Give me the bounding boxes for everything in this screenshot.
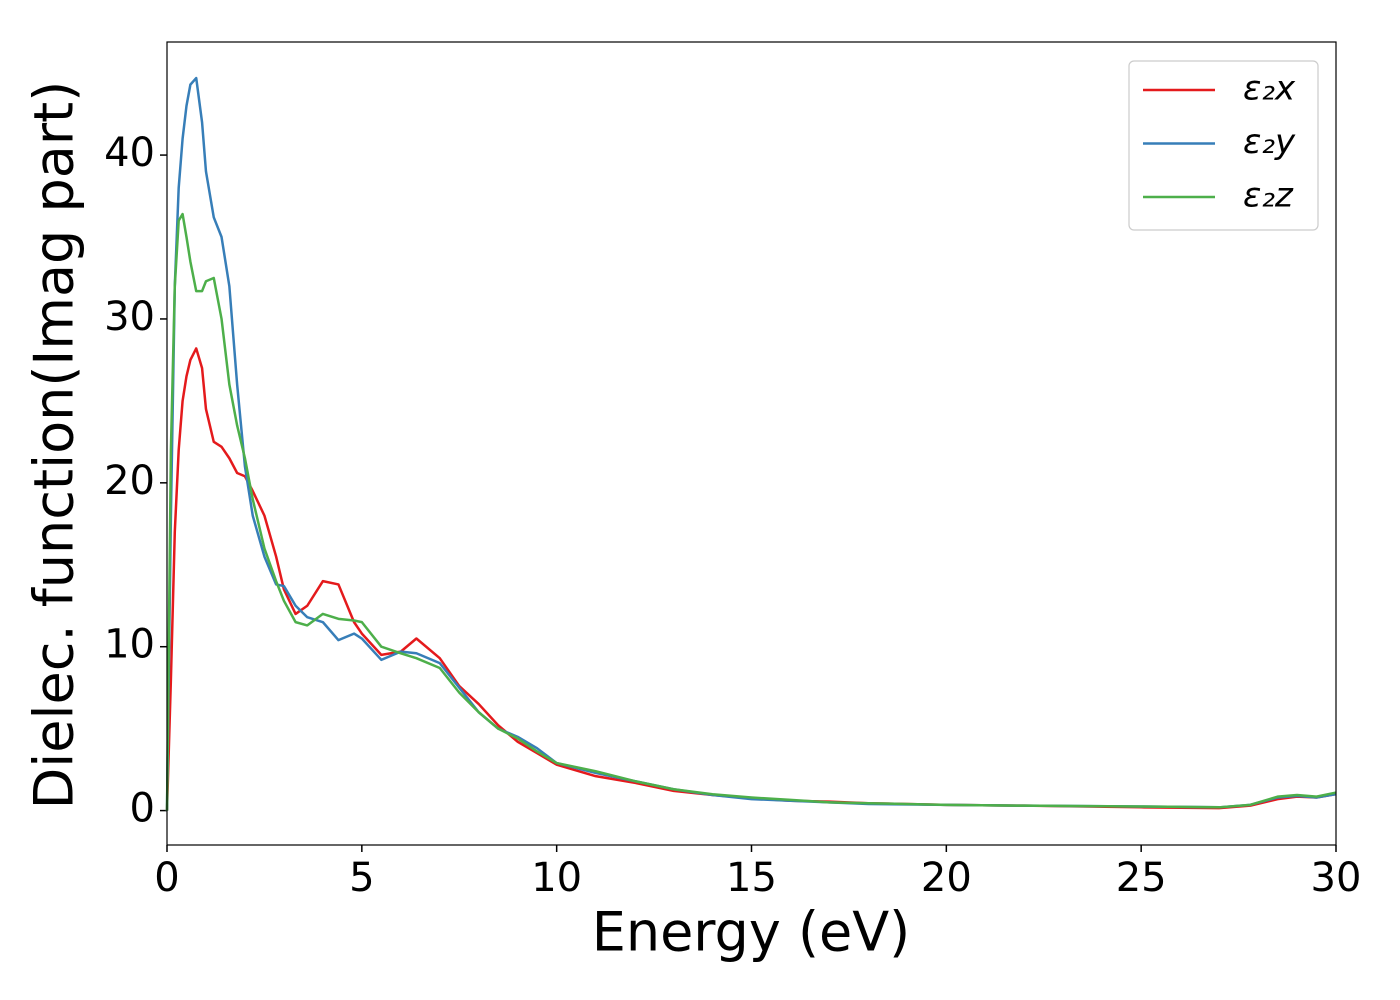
legend: ε₂x ε₂y ε₂z [1128,60,1319,231]
x-tick-label: 5 [349,855,374,901]
legend-box [1128,60,1319,231]
y-axis-title: Dielec. function(Imag part) [23,81,86,810]
legend-label: ε₂y [1243,122,1296,162]
x-tick-label: 20 [921,855,972,901]
line-series [165,347,1337,811]
y-tick-label: 10 [104,622,155,668]
x-tick-label: 30 [1311,855,1362,901]
x-tick-label: 15 [726,855,777,901]
x-axis-title: Energy (eV) [592,901,911,964]
x-tick-label: 25 [1116,855,1167,901]
line-series [165,212,1337,811]
y-tick-label: 20 [104,458,155,504]
legend-label: ε₂x [1243,69,1296,109]
x-tick-label: 0 [154,855,179,901]
y-tick-label: 40 [104,130,155,176]
plot-frame [166,41,1337,846]
legend-label: ε₂z [1243,176,1294,216]
y-tick-label: 30 [104,294,155,340]
y-tick-label: 0 [130,786,155,832]
x-tick-label: 10 [531,855,582,901]
